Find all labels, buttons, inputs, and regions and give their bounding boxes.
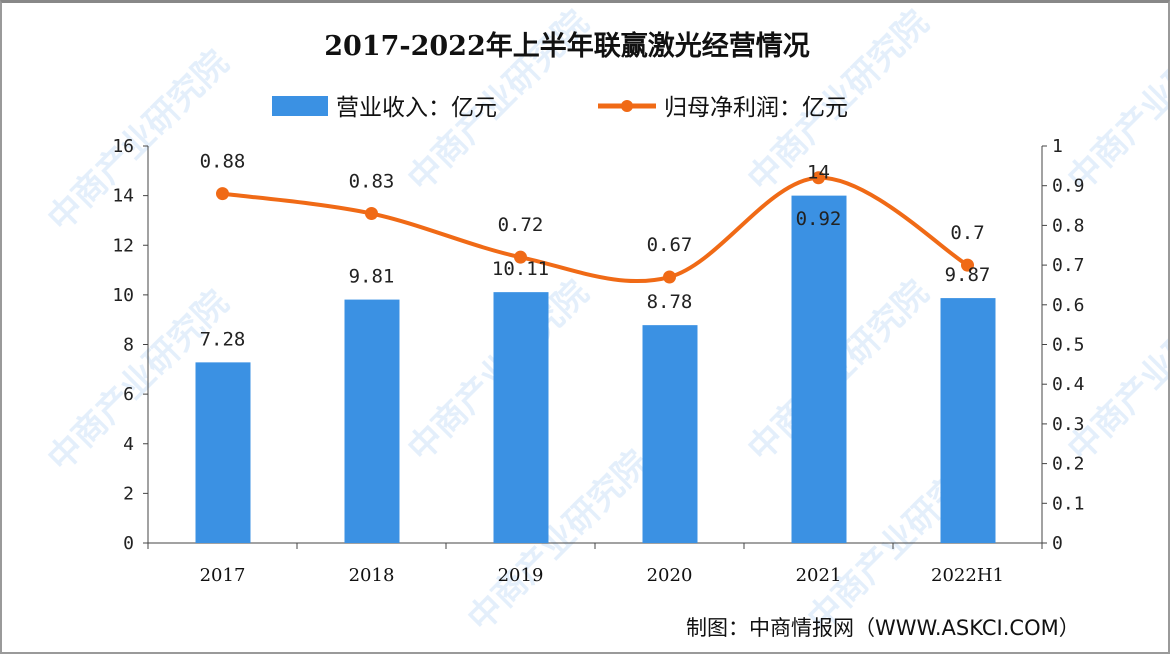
bar-revenue-2020 — [642, 325, 698, 543]
y-right-tick-label: 0.2 — [1052, 454, 1085, 475]
x-tick-label: 2018 — [349, 565, 395, 586]
legend-bar-swatch — [272, 96, 328, 116]
y-right-tick-label: 1 — [1052, 136, 1063, 157]
legend: 营业收入：亿元 归母净利润：亿元 — [272, 95, 848, 121]
y-right-tick-label: 0.4 — [1052, 374, 1085, 395]
y-left-tick-label: 12 — [112, 235, 134, 256]
bar-revenue-2021 — [791, 195, 847, 543]
y-right-tick-label: 0 — [1052, 533, 1063, 554]
line-data-label: 0.7 — [950, 222, 984, 244]
y-left-tick-label: 8 — [123, 335, 134, 356]
source-note: 制图：中商情报网（WWW.ASKCI.COM） — [686, 616, 1080, 640]
line-data-label: 0.67 — [647, 234, 693, 256]
line-net-profit — [222, 175, 969, 284]
x-tick-label: 2021 — [796, 565, 842, 586]
bar-revenue-2017 — [195, 362, 251, 543]
chart-title: 2017-2022年上半年联赢激光经营情况 — [324, 30, 810, 62]
bar-revenue-2019 — [493, 292, 549, 543]
legend-label-profit: 归母净利润：亿元 — [664, 95, 848, 121]
y-left-tick-label: 0 — [123, 533, 134, 554]
point-net-profit-2022H1 — [961, 258, 974, 272]
legend-label-revenue: 营业收入：亿元 — [336, 95, 497, 121]
y-left-tick-label: 2 — [123, 483, 134, 504]
bar-revenue-2022H1 — [940, 298, 996, 543]
y-right-tick-label: 0.7 — [1052, 255, 1085, 276]
y-left-tick-label: 10 — [112, 285, 134, 306]
point-net-profit-2017 — [216, 187, 229, 201]
y-right-tick-label: 0.5 — [1052, 335, 1085, 356]
point-net-profit-2019 — [514, 250, 527, 264]
watermark-text: 中商产业研究院 — [1060, 3, 1168, 199]
x-tick-label: 2017 — [200, 565, 246, 586]
watermark-text: 中商产业研究院 — [40, 43, 237, 240]
bar-data-label: 7.28 — [200, 328, 246, 350]
point-net-profit-2018 — [365, 206, 378, 220]
y-right-tick-label: 0.8 — [1052, 215, 1085, 236]
bar-revenue-2018 — [344, 299, 400, 543]
x-tick-label: 2022H1 — [931, 565, 1004, 586]
y-left-tick-label: 16 — [112, 136, 134, 157]
line-data-label: 0.88 — [200, 151, 246, 173]
y-left-tick-label: 4 — [123, 434, 134, 455]
y-right-tick-label: 0.3 — [1052, 414, 1085, 435]
point-net-profit-2021 — [812, 171, 825, 185]
y-right-tick-label: 0.6 — [1052, 295, 1085, 316]
bar-data-label: 9.87 — [945, 264, 991, 286]
x-tick-label: 2020 — [647, 565, 693, 586]
y-left-tick-label: 14 — [112, 186, 134, 207]
bar-data-label: 14 — [807, 162, 830, 184]
y-right-tick-label: 0.9 — [1052, 176, 1085, 197]
y-left-tick-label: 6 — [123, 384, 134, 405]
line-data-label: 0.92 — [796, 208, 842, 230]
legend-line-marker — [621, 100, 633, 112]
x-tick-label: 2019 — [498, 565, 544, 586]
bar-data-label: 10.11 — [492, 258, 549, 280]
bar-data-label: 9.81 — [349, 266, 395, 288]
y-right-tick-label: 0.1 — [1052, 493, 1085, 514]
line-data-label: 0.83 — [349, 170, 395, 192]
line-data-label: 0.72 — [498, 214, 544, 236]
watermark-text: 中商产业研究院 — [460, 443, 657, 640]
point-net-profit-2020 — [663, 270, 676, 284]
bar-data-label: 8.78 — [647, 291, 693, 313]
